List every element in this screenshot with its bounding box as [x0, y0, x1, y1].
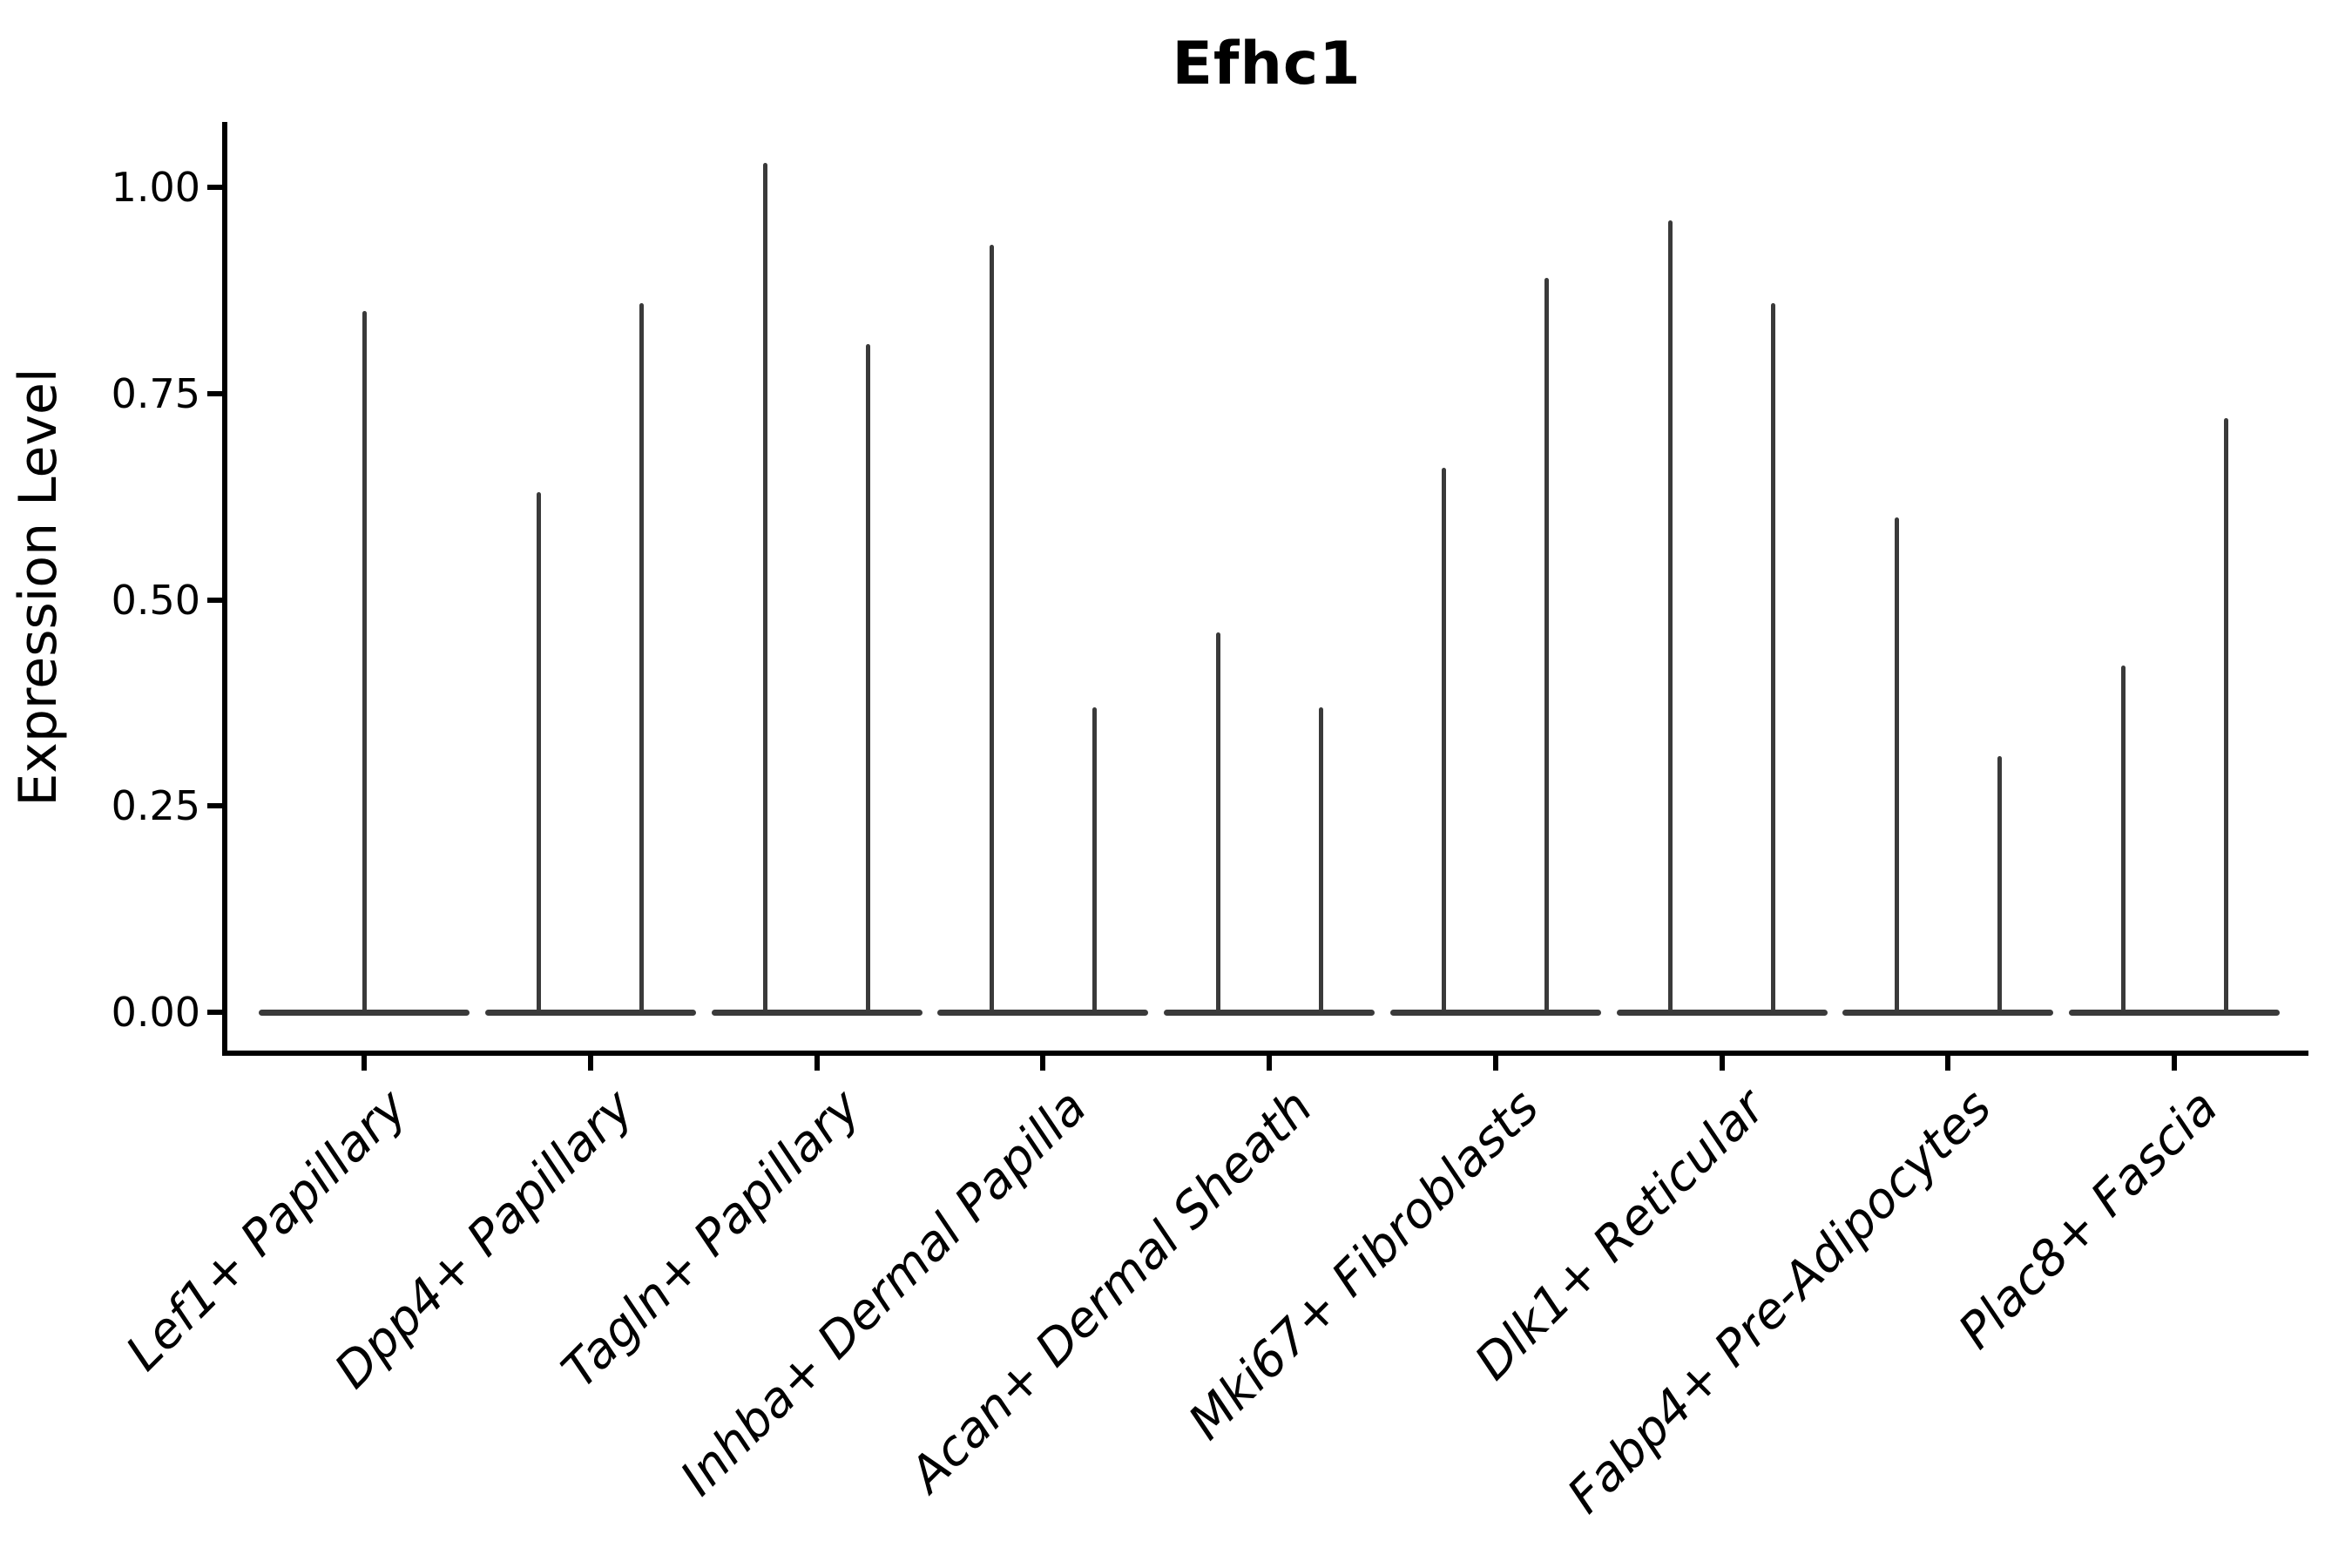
x-axis-tick — [362, 1056, 367, 1071]
x-axis-tick — [1492, 1056, 1498, 1071]
violin-max-spike — [866, 343, 870, 1015]
y-axis-tick-label: 0.75 — [111, 369, 200, 417]
violin-max-spike — [1997, 756, 2002, 1015]
x-axis-category-label: Inhba+ Dermal Papilla — [669, 1078, 1098, 1507]
y-axis-tick-label: 0.00 — [111, 989, 200, 1036]
violin-max-spike — [1668, 220, 1673, 1015]
violin-max-spike — [989, 245, 994, 1015]
violin-base — [1164, 1009, 1375, 1016]
y-axis-tick-label: 1.00 — [111, 164, 200, 211]
plot-title: Efhc1 — [1172, 30, 1362, 98]
x-axis-tick — [587, 1056, 593, 1071]
violin-max-spike — [1318, 706, 1323, 1015]
y-axis-tick — [207, 1010, 222, 1015]
x-axis-tick — [2172, 1056, 2177, 1071]
violin-max-spike — [763, 162, 767, 1015]
violin-max-spike — [362, 311, 367, 1015]
y-axis-tick — [207, 803, 222, 809]
violin-max-spike — [2120, 666, 2126, 1015]
violin-max-spike — [2223, 418, 2228, 1015]
y-axis-tick — [207, 185, 222, 190]
violin-base — [711, 1009, 923, 1016]
violin-max-spike — [1215, 632, 1220, 1015]
violin-base — [1389, 1009, 1601, 1016]
violin-max-spike — [1771, 302, 1775, 1015]
violin-base — [2069, 1009, 2280, 1016]
violin-base — [1616, 1009, 1828, 1016]
violin-max-spike — [1092, 706, 1097, 1015]
x-axis-tick — [814, 1056, 820, 1071]
violin-base — [937, 1009, 1149, 1016]
x-axis-tick — [1267, 1056, 1272, 1071]
x-axis-tick — [1719, 1056, 1725, 1071]
y-axis-tick — [207, 597, 222, 603]
violin-base — [484, 1009, 696, 1016]
violin-max-spike — [1544, 278, 1550, 1015]
x-axis-category-label: Acan+ Dermal Sheath — [899, 1078, 1324, 1504]
y-axis-tick-label: 0.50 — [111, 576, 200, 624]
x-axis-tick — [1945, 1056, 1951, 1071]
y-axis-tick — [207, 390, 222, 396]
violin-max-spike — [1442, 467, 1447, 1015]
y-axis-tick-label: 0.25 — [111, 782, 200, 830]
x-axis-tick — [1040, 1056, 1046, 1071]
y-axis-spine — [222, 122, 227, 1056]
violin-max-spike — [537, 492, 542, 1015]
violin-max-spike — [1894, 517, 1899, 1015]
x-axis-category-label: Fabp4+ Pre-Adipocytes — [1557, 1078, 2003, 1524]
x-axis-spine — [222, 1051, 2308, 1056]
violin-base — [1842, 1009, 2054, 1016]
violin-max-spike — [639, 302, 645, 1015]
